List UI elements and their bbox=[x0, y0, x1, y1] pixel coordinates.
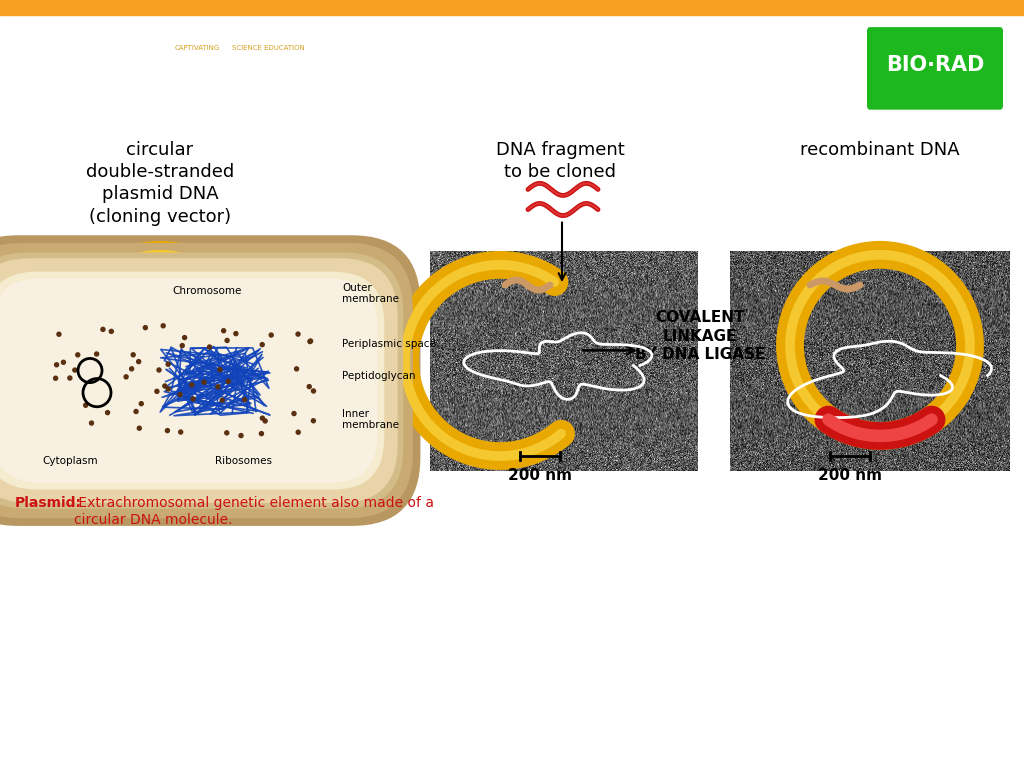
Circle shape bbox=[124, 375, 128, 379]
Circle shape bbox=[136, 359, 140, 363]
Text: Plasmid:: Plasmid: bbox=[15, 496, 82, 510]
Text: Ribosomes: Ribosomes bbox=[214, 456, 271, 466]
Circle shape bbox=[166, 429, 169, 432]
Circle shape bbox=[308, 339, 312, 343]
Circle shape bbox=[155, 389, 159, 393]
Text: Chromosome: Chromosome bbox=[172, 286, 242, 296]
Text: circular
double-stranded
plasmid DNA
(cloning vector): circular double-stranded plasmid DNA (cl… bbox=[86, 141, 234, 226]
Circle shape bbox=[180, 343, 184, 348]
Circle shape bbox=[202, 380, 206, 384]
Circle shape bbox=[105, 411, 110, 415]
Circle shape bbox=[54, 362, 58, 367]
Circle shape bbox=[89, 421, 93, 425]
Circle shape bbox=[166, 387, 170, 391]
FancyBboxPatch shape bbox=[0, 235, 421, 526]
Text: Peptidoglycan: Peptidoglycan bbox=[342, 370, 416, 381]
Circle shape bbox=[101, 327, 104, 332]
Text: Inner
membrane: Inner membrane bbox=[342, 409, 399, 430]
Text: 200 nm: 200 nm bbox=[508, 468, 572, 483]
Circle shape bbox=[225, 339, 229, 343]
Circle shape bbox=[161, 324, 165, 328]
Circle shape bbox=[166, 362, 170, 366]
Text: CLEAVAGE WITH
RESTRICTION
NUCLEASE: CLEAVAGE WITH RESTRICTION NUCLEASE bbox=[256, 357, 394, 409]
Circle shape bbox=[76, 353, 80, 357]
Circle shape bbox=[308, 339, 312, 343]
Circle shape bbox=[94, 352, 98, 356]
FancyBboxPatch shape bbox=[0, 253, 403, 508]
Bar bbox=[0, 0, 1024, 15]
Circle shape bbox=[239, 434, 243, 438]
Circle shape bbox=[260, 343, 264, 346]
FancyBboxPatch shape bbox=[0, 258, 397, 503]
Text: SCIENCE EDUCATION: SCIENCE EDUCATION bbox=[232, 45, 305, 51]
Circle shape bbox=[163, 384, 167, 388]
Circle shape bbox=[178, 430, 182, 434]
Text: ™: ™ bbox=[174, 36, 182, 45]
Text: 200 nm: 200 nm bbox=[818, 468, 882, 483]
Text: BIO·RAD: BIO·RAD bbox=[886, 55, 984, 74]
Text: Outer
membrane: Outer membrane bbox=[342, 283, 399, 304]
Text: DNA fragment
to be cloned: DNA fragment to be cloned bbox=[496, 141, 625, 181]
Circle shape bbox=[189, 382, 194, 387]
Circle shape bbox=[137, 426, 141, 430]
Circle shape bbox=[157, 368, 161, 372]
Circle shape bbox=[263, 419, 267, 423]
Circle shape bbox=[191, 397, 196, 401]
Circle shape bbox=[295, 367, 299, 371]
Text: recombinant DNA: recombinant DNA bbox=[800, 141, 959, 159]
Text: Periplasmic space: Periplasmic space bbox=[342, 339, 436, 349]
Text: Biotechnology: Biotechnology bbox=[22, 28, 234, 55]
Circle shape bbox=[68, 376, 72, 380]
Circle shape bbox=[259, 432, 263, 435]
Circle shape bbox=[61, 360, 66, 364]
Circle shape bbox=[110, 329, 114, 333]
Text: COVALENT
LINKAGE
BY DNA LIGASE: COVALENT LINKAGE BY DNA LIGASE bbox=[635, 310, 765, 362]
Circle shape bbox=[57, 333, 61, 336]
Circle shape bbox=[139, 402, 143, 406]
Circle shape bbox=[260, 416, 264, 420]
Circle shape bbox=[143, 326, 147, 329]
Circle shape bbox=[292, 412, 296, 415]
Circle shape bbox=[130, 367, 134, 371]
Circle shape bbox=[221, 329, 225, 333]
Circle shape bbox=[233, 332, 238, 336]
Circle shape bbox=[225, 431, 228, 435]
Text: CAPTIVATING: CAPTIVATING bbox=[175, 45, 220, 51]
FancyBboxPatch shape bbox=[867, 27, 1002, 110]
Circle shape bbox=[220, 399, 224, 402]
Circle shape bbox=[73, 368, 77, 372]
Circle shape bbox=[131, 353, 135, 357]
Circle shape bbox=[243, 398, 247, 402]
Circle shape bbox=[208, 345, 212, 349]
FancyBboxPatch shape bbox=[0, 279, 378, 483]
Circle shape bbox=[84, 403, 88, 407]
Text: Cytoplasm: Cytoplasm bbox=[42, 456, 98, 466]
Circle shape bbox=[311, 419, 315, 422]
Circle shape bbox=[307, 385, 311, 389]
FancyBboxPatch shape bbox=[0, 272, 384, 489]
Circle shape bbox=[311, 389, 315, 393]
Circle shape bbox=[269, 333, 273, 337]
Circle shape bbox=[296, 332, 300, 336]
Circle shape bbox=[53, 376, 57, 380]
Text: Explorer: Explorer bbox=[40, 62, 191, 93]
Text: Extrachromosomal genetic element also made of a
circular DNA molecule.: Extrachromosomal genetic element also ma… bbox=[74, 496, 434, 527]
Circle shape bbox=[218, 368, 222, 372]
Circle shape bbox=[134, 409, 138, 413]
Circle shape bbox=[226, 379, 230, 383]
Circle shape bbox=[182, 336, 186, 339]
Circle shape bbox=[296, 430, 300, 434]
Circle shape bbox=[178, 392, 182, 396]
Circle shape bbox=[216, 385, 220, 389]
FancyBboxPatch shape bbox=[0, 243, 413, 518]
